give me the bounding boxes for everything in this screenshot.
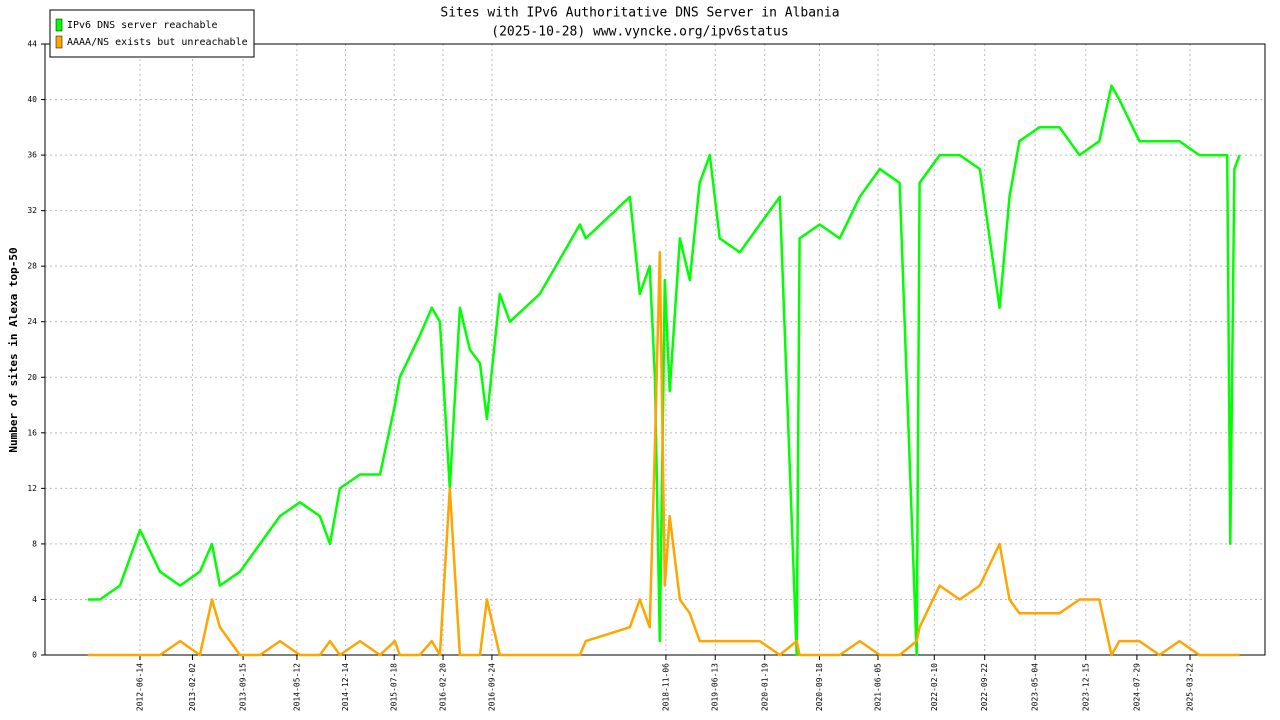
x-tick-label: 2024-07-29 xyxy=(1132,663,1141,711)
legend-swatch xyxy=(55,35,63,49)
y-tick-label: 40 xyxy=(27,95,37,104)
x-tick-label: 2019-06-13 xyxy=(711,663,720,711)
y-tick-label: 24 xyxy=(27,317,37,326)
x-tick-label: 2021-06-05 xyxy=(873,663,882,711)
x-tick-label: 2016-09-24 xyxy=(487,663,496,711)
y-tick-label: 12 xyxy=(27,484,37,493)
y-tick-label: 8 xyxy=(32,539,37,548)
x-tick-label: 2012-06-14 xyxy=(136,663,145,711)
y-tick-label: 32 xyxy=(27,206,37,215)
chart-subtitle: (2025-10-28) www.vyncke.org/ipv6status xyxy=(491,25,788,40)
x-tick-label: 2014-12-14 xyxy=(341,663,350,711)
x-tick-label: 2013-09-15 xyxy=(239,663,248,711)
series-line xyxy=(87,84,1241,657)
y-tick-label: 44 xyxy=(27,40,37,49)
x-tick-label: 2023-05-04 xyxy=(1031,663,1040,711)
y-tick-label: 4 xyxy=(32,595,37,604)
y-tick-label: 0 xyxy=(32,651,37,660)
plot-frame xyxy=(44,43,1266,656)
y-tick-label: 20 xyxy=(27,373,37,382)
series-line xyxy=(87,251,1240,657)
legend-swatch xyxy=(55,18,63,32)
x-tick-label: 2022-09-22 xyxy=(980,663,989,711)
x-tick-label: 2015-07-18 xyxy=(390,663,399,711)
x-tick-label: 2025-03-22 xyxy=(1186,663,1195,711)
x-tick-label: 2013-02-02 xyxy=(188,663,197,711)
x-tick-label: 2023-12-15 xyxy=(1081,663,1090,711)
x-tick-label: 2016-02-20 xyxy=(439,663,448,711)
y-axis-label: Number of sites in Alexa top-50 xyxy=(7,247,20,452)
legend-label: AAAA/NS exists but unreachable xyxy=(67,37,248,48)
chart-title: Sites with IPv6 Authoritative DNS Server… xyxy=(440,6,839,21)
x-tick-label: 2014-05-12 xyxy=(292,663,301,711)
x-tick-label: 2018-11-06 xyxy=(661,663,670,711)
x-tick-label: 2020-09-18 xyxy=(815,663,824,711)
y-tick-label: 28 xyxy=(27,262,37,271)
y-tick-label: 36 xyxy=(27,151,37,160)
y-tick-label: 16 xyxy=(27,428,37,437)
x-tick-label: 2020-01-19 xyxy=(760,663,769,711)
x-tick-label: 2022-02-10 xyxy=(930,663,939,711)
legend-box xyxy=(49,9,255,58)
legend-label: IPv6 DNS server reachable xyxy=(67,20,218,31)
